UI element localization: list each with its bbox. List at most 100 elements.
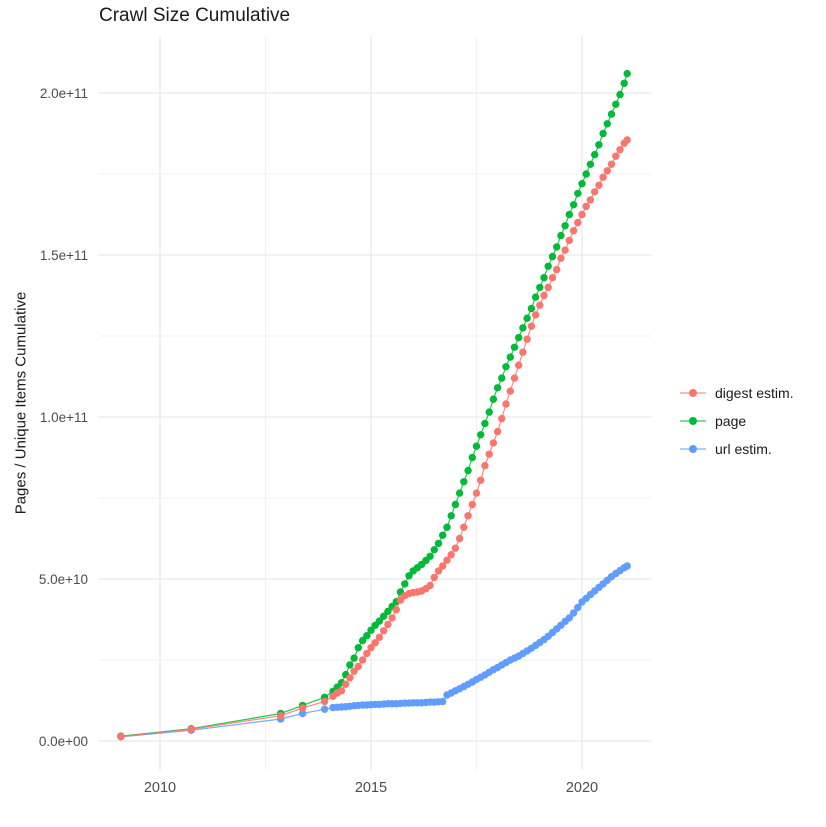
data-point-digest-estim xyxy=(337,687,346,695)
data-point-digest-estim xyxy=(591,188,599,196)
data-point-page xyxy=(481,419,489,428)
data-point-digest-estim xyxy=(447,551,455,559)
x-tick-label: 2020 xyxy=(566,780,598,796)
data-point-digest-estim xyxy=(455,534,464,543)
data-point-digest-estim xyxy=(578,210,586,219)
data-point-page xyxy=(569,201,578,209)
data-point-digest-estim xyxy=(371,639,379,647)
data-point-page xyxy=(561,222,569,230)
data-point-page xyxy=(477,431,485,439)
data-point-page xyxy=(548,252,557,261)
data-point-page xyxy=(439,531,447,539)
data-point-digest-estim xyxy=(548,274,557,282)
data-point-digest-estim xyxy=(489,439,498,447)
data-point-digest-estim xyxy=(439,562,447,570)
data-point-digest-estim xyxy=(187,725,195,733)
data-point-digest-estim xyxy=(434,567,443,575)
data-point-page xyxy=(510,343,519,351)
legend-label: url estim. xyxy=(715,441,772,457)
data-point-page xyxy=(502,363,510,371)
data-point-digest-estim xyxy=(493,427,502,436)
data-point-digest-estim xyxy=(603,167,611,175)
data-point-digest-estim xyxy=(599,173,607,181)
data-point-page xyxy=(426,552,434,560)
data-point-page xyxy=(346,661,354,669)
data-point-digest-estim xyxy=(464,512,472,520)
data-point-digest-estim xyxy=(515,361,523,369)
data-point-page xyxy=(464,466,472,475)
legend-item-url-estim: url estim. xyxy=(678,435,794,463)
legend-item-digest-estim: digest estim. xyxy=(678,379,794,407)
data-point-digest-estim xyxy=(561,246,569,254)
data-point-page xyxy=(578,180,586,188)
data-point-url-estim xyxy=(623,562,631,570)
data-point-page xyxy=(451,500,460,509)
legend-key-dot xyxy=(689,445,697,453)
data-point-digest-estim xyxy=(477,476,485,484)
data-point-digest-estim xyxy=(298,704,307,712)
data-point-page xyxy=(460,478,468,486)
data-point-page xyxy=(607,110,616,118)
data-point-digest-estim xyxy=(342,680,350,688)
data-point-page xyxy=(367,626,375,634)
data-point-url-estim xyxy=(320,705,329,713)
data-point-page xyxy=(384,607,392,616)
data-point-digest-estim xyxy=(586,196,595,204)
data-point-digest-estim xyxy=(565,236,573,245)
data-point-page xyxy=(565,210,573,219)
data-point-digest-estim xyxy=(523,335,531,343)
series-line-url-estim xyxy=(120,565,628,738)
data-point-digest-estim xyxy=(536,301,544,309)
data-point-digest-estim xyxy=(531,311,540,319)
data-point-digest-estim xyxy=(544,283,552,292)
data-point-digest-estim xyxy=(350,667,358,675)
data-point-page xyxy=(485,408,493,416)
legend-item-page: page xyxy=(678,407,794,435)
data-point-page xyxy=(493,384,502,392)
data-point-page xyxy=(591,150,599,159)
data-point-page xyxy=(363,632,371,640)
data-point-digest-estim xyxy=(595,181,603,189)
y-axis-title: Pages / Unique Items Cumulative xyxy=(12,291,30,515)
data-point-digest-estim xyxy=(430,573,438,582)
y-tick-label: 1.5e+11 xyxy=(40,248,88,263)
data-point-page xyxy=(574,189,582,198)
data-point-digest-estim xyxy=(502,400,510,408)
data-point-digest-estim xyxy=(346,674,354,682)
data-point-digest-estim xyxy=(354,662,362,671)
data-point-page xyxy=(375,617,384,625)
y-tick-label: 1.0e+11 xyxy=(40,410,88,425)
data-point-digest-estim xyxy=(388,614,396,622)
y-tick-label: 5.0e+10 xyxy=(39,572,88,587)
data-point-url-estim xyxy=(574,603,582,612)
data-point-digest-estim xyxy=(460,523,468,531)
y-tick-label: 2.0e+11 xyxy=(40,86,88,101)
data-point-digest-estim xyxy=(380,627,388,635)
data-point-digest-estim xyxy=(367,644,375,652)
legend-key-page xyxy=(680,417,706,425)
data-point-page xyxy=(455,489,464,497)
data-point-digest-estim xyxy=(392,606,400,614)
legend-label: digest estim. xyxy=(715,385,794,401)
legend-key-dot xyxy=(689,389,697,397)
data-point-digest-estim xyxy=(574,218,582,227)
data-point-digest-estim xyxy=(519,348,527,356)
data-point-page xyxy=(506,353,514,361)
data-point-digest-estim xyxy=(451,544,460,552)
data-point-digest-estim xyxy=(472,489,481,497)
chart-title: Crawl Size Cumulative xyxy=(99,5,291,26)
data-point-digest-estim xyxy=(569,227,578,235)
data-point-page xyxy=(544,262,552,270)
data-point-digest-estim xyxy=(527,322,536,330)
data-point-page xyxy=(468,453,476,462)
data-point-digest-estim xyxy=(443,556,451,564)
data-point-page xyxy=(536,283,544,292)
data-point-page xyxy=(430,546,438,554)
data-point-page xyxy=(354,644,362,652)
data-point-page xyxy=(472,442,481,450)
y-tick-label: 0.0e+00 xyxy=(39,734,88,749)
data-point-digest-estim xyxy=(358,656,367,664)
data-point-digest-estim xyxy=(384,620,392,629)
data-point-digest-estim xyxy=(375,633,384,641)
